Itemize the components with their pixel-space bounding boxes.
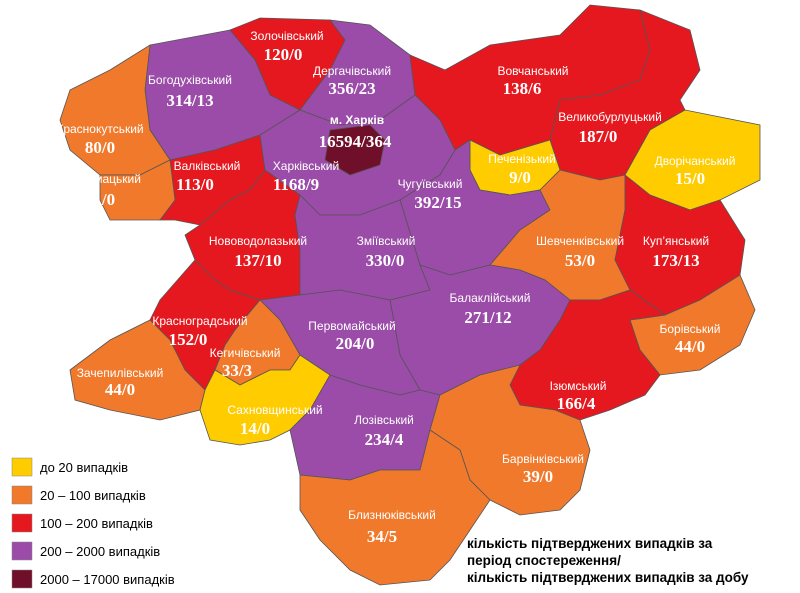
district-stats: 152/0: [169, 330, 208, 349]
district-name: Сахновщинський: [227, 403, 322, 417]
note-line: період спостереження/: [467, 553, 621, 568]
district-name: Красноградський: [152, 314, 247, 328]
legend-swatch: [11, 457, 33, 477]
district-name: Вовчанський: [498, 64, 569, 78]
district-name: Шевченківський: [536, 234, 624, 248]
district-name: Нововодолазький: [209, 234, 307, 248]
note-line: кількість підтверджених випадків за: [467, 536, 713, 551]
district-name: Харківський: [273, 159, 339, 173]
district-stats: 14/0: [240, 419, 270, 438]
district-stats: 137/10: [234, 251, 281, 270]
legend-swatch: [11, 569, 33, 589]
legend-label: 200 – 2000 випадків: [40, 544, 160, 559]
district-stats: 9/0: [509, 168, 531, 187]
district-stats: 173/13: [652, 251, 699, 270]
district-name: Зачепилівський: [77, 366, 164, 380]
district-stats: 234/4: [365, 430, 404, 449]
legend-swatch: [11, 485, 33, 505]
note-line: кількість підтверджених випадків за добу: [467, 570, 749, 585]
district-name: Дергачівський: [313, 64, 391, 78]
district-stats: 33/3: [222, 361, 252, 380]
district: [99, 159, 176, 221]
district-stats: 120/0: [264, 45, 303, 64]
district-stats: 34/5: [367, 527, 397, 546]
legend-label: 2000 – 17000 випадків: [40, 572, 175, 587]
district-stats: 113/0: [176, 175, 214, 194]
district-name: Барвінківський: [502, 452, 584, 466]
district-name: Богодухівський: [148, 73, 232, 87]
legend: до 20 випадків 20 – 100 випадків 100 – 200…: [11, 457, 175, 589]
district-stats: 16594/364: [319, 132, 392, 151]
district-stats: 314/13: [166, 91, 213, 110]
district-name: Зміївський: [357, 234, 416, 248]
district-stats: 44/0: [675, 337, 705, 356]
district-stats: 1168/9: [273, 175, 319, 194]
district-name: Борівський: [659, 322, 720, 336]
regions: [59, 4, 761, 586]
district-name: Лозівський: [354, 413, 414, 427]
district-stats: 204/0: [336, 334, 375, 353]
legend-label: до 20 випадків: [40, 460, 128, 475]
district-stats: 44/0: [105, 380, 135, 399]
district-stats: 31/0: [85, 190, 115, 209]
district-stats: 392/15: [414, 193, 461, 212]
legend-swatch: [11, 541, 33, 561]
district-stats: 271/12: [464, 308, 511, 327]
district-name: Дворічанський: [655, 154, 736, 168]
district-stats: 187/0: [579, 127, 618, 146]
district-name: м. Харків: [330, 113, 384, 127]
legend-label: 100 – 200 випадків: [40, 516, 153, 531]
district-stats: 166/4: [557, 394, 596, 413]
district-name: Золочівський: [250, 29, 323, 43]
district-stats: 80/0: [85, 138, 115, 157]
district-stats: 356/23: [328, 79, 375, 98]
district-stats: 39/0: [523, 467, 553, 486]
district-name: Печенізький: [488, 152, 556, 166]
district-stats: 53/0: [565, 251, 595, 270]
district-name: Первомайський: [308, 319, 395, 333]
district-name: Краснокутський: [56, 122, 143, 136]
district-name: Великобурлуцький: [558, 110, 662, 124]
district-name: Куп’янський: [643, 234, 709, 248]
district: [299, 429, 491, 586]
legend-label: 20 – 100 випадків: [40, 488, 146, 503]
district-name: Валківський: [174, 159, 241, 173]
district-stats: 330/0: [366, 251, 405, 270]
district-name: Балаклійський: [450, 291, 531, 305]
district-name: Близнюківський: [348, 508, 436, 522]
district-name: Ізюмський: [550, 379, 607, 393]
district: [324, 124, 386, 176]
district-stats: 138/6: [503, 79, 542, 98]
district-name: Кегичівський: [210, 346, 281, 360]
legend-swatch: [11, 513, 33, 533]
district-name: Чугуївський: [398, 177, 463, 191]
note: кількість підтверджених випадків за періо…: [467, 536, 749, 585]
district-name: Коломацький: [67, 172, 141, 186]
district-stats: 15/0: [675, 169, 705, 188]
